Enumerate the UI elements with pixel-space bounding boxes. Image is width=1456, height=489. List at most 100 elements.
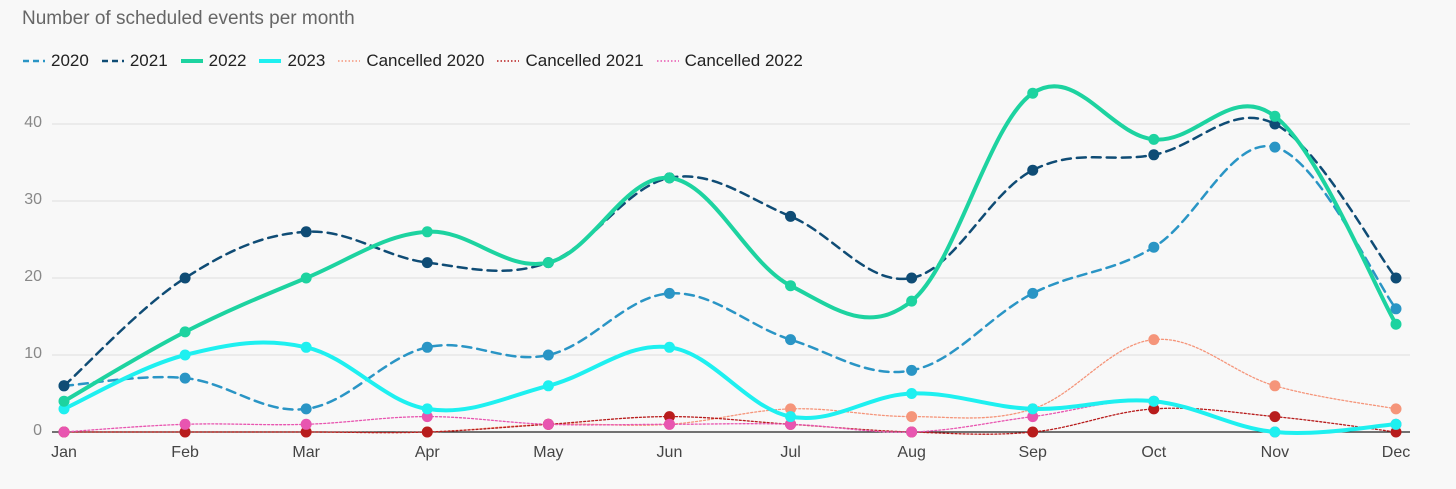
y-tick-label-40: 40 xyxy=(24,114,42,131)
x-tick-label-dec: Dec xyxy=(1382,444,1410,461)
legend-swatch-2020 xyxy=(23,59,45,63)
data-point-cancelled-2022-apr xyxy=(421,411,433,423)
x-tick-label-nov: Nov xyxy=(1261,444,1289,461)
x-tick-label-aug: Aug xyxy=(897,444,925,461)
legend-swatch-cancelled-2021 xyxy=(497,60,520,62)
data-point-2023-oct xyxy=(1148,395,1160,407)
data-point-cancelled-2022-aug xyxy=(906,426,918,438)
data-point-2022-jul xyxy=(785,280,797,292)
legend-item-2021[interactable]: 2021 xyxy=(101,51,168,71)
legend-item-2023[interactable]: 2023 xyxy=(258,51,325,71)
legend-swatch-2023 xyxy=(259,59,282,63)
data-point-2021-mar xyxy=(300,226,312,238)
data-point-2023-jun xyxy=(663,341,675,353)
data-point-cancelled-2022-jun xyxy=(663,418,675,430)
legend-swatch-cancelled-2020 xyxy=(338,60,361,62)
legend-label-cancelled-2020: Cancelled 2020 xyxy=(366,51,485,70)
data-point-2021-aug xyxy=(906,272,918,284)
legend-item-2022[interactable]: 2022 xyxy=(180,51,247,71)
legend-item-cancelled-2022[interactable]: Cancelled 2022 xyxy=(656,51,803,71)
x-tick-label-jan: Jan xyxy=(51,444,77,461)
data-point-cancelled-2021-dec xyxy=(1390,426,1402,438)
data-point-2020-aug xyxy=(906,364,918,376)
series-line-2023 xyxy=(62,340,1398,435)
x-tick-label-feb: Feb xyxy=(171,444,199,461)
data-point-2022-jan xyxy=(58,395,70,407)
data-point-cancelled-2021-feb xyxy=(179,426,191,438)
data-point-2020-jun xyxy=(663,287,675,299)
series-line-2021 xyxy=(62,116,1398,388)
y-tick-label-10: 10 xyxy=(24,345,42,362)
data-point-2021-sep xyxy=(1027,164,1039,176)
data-point-2021-jan xyxy=(58,380,70,392)
data-point-2020-jul xyxy=(785,334,797,346)
data-point-2020-may xyxy=(542,349,554,361)
data-point-cancelled-2020-oct xyxy=(1148,334,1160,346)
series-line-cancelled-2020 xyxy=(63,338,1397,434)
data-point-2022-dec xyxy=(1390,318,1402,330)
data-point-cancelled-2022-jan xyxy=(58,426,70,438)
data-point-cancelled-2020-jul xyxy=(785,403,797,415)
data-point-2020-nov xyxy=(1269,141,1281,153)
data-point-2021-dec xyxy=(1390,272,1402,284)
chart-title: Number of scheduled events per month xyxy=(22,8,355,29)
y-tick-label-30: 30 xyxy=(24,191,42,208)
data-point-2020-mar xyxy=(300,403,312,415)
data-point-2023-may xyxy=(542,380,554,392)
data-point-cancelled-2020-aug xyxy=(906,411,918,423)
data-point-2021-jul xyxy=(785,210,797,222)
data-point-2023-mar xyxy=(300,341,312,353)
data-point-2022-oct xyxy=(1148,133,1160,145)
legend-swatch-2022 xyxy=(180,59,203,63)
legend-item-cancelled-2020[interactable]: Cancelled 2020 xyxy=(337,51,484,71)
legend-label-2022: 2022 xyxy=(208,51,247,70)
data-point-cancelled-2020-nov xyxy=(1269,380,1281,392)
x-tick-label-oct: Oct xyxy=(1141,444,1166,461)
data-point-2020-sep xyxy=(1027,287,1039,299)
legend-swatch-cancelled-2022 xyxy=(656,60,679,62)
legend-label-2020: 2020 xyxy=(51,51,89,70)
data-point-cancelled-2021-mar xyxy=(300,426,312,438)
data-point-2021-apr xyxy=(421,257,433,269)
y-tick-label-20: 20 xyxy=(24,268,42,285)
legend-label-cancelled-2021: Cancelled 2021 xyxy=(525,51,644,70)
data-point-2020-apr xyxy=(421,341,433,353)
y-tick-label-0: 0 xyxy=(33,422,42,439)
data-point-2022-mar xyxy=(300,272,312,284)
data-point-2023-dec xyxy=(1390,418,1402,430)
data-point-2022-feb xyxy=(179,326,191,338)
x-tick-label-mar: Mar xyxy=(292,444,320,461)
data-point-cancelled-2022-mar xyxy=(300,418,312,430)
data-point-2023-apr xyxy=(421,403,433,415)
data-point-2020-feb xyxy=(179,372,191,384)
data-point-2021-oct xyxy=(1148,149,1160,161)
data-point-2021-nov xyxy=(1269,118,1281,130)
data-point-2023-aug xyxy=(906,388,918,399)
legend-item-2020[interactable]: 2020 xyxy=(22,51,89,71)
series-line-cancelled-2022 xyxy=(63,400,1397,434)
data-point-2021-feb xyxy=(179,272,191,284)
data-point-cancelled-2022-sep xyxy=(1027,411,1039,423)
data-point-2022-jun xyxy=(663,172,675,184)
legend: 2020 2021 2022 2023 Cancelled 2020 Cance… xyxy=(22,50,815,72)
legend-item-cancelled-2021[interactable]: Cancelled 2021 xyxy=(496,51,644,71)
data-point-2023-jan xyxy=(58,403,70,415)
data-point-cancelled-2021-apr xyxy=(421,426,433,438)
data-point-cancelled-2022-may xyxy=(542,418,554,430)
x-tick-label-jul: Jul xyxy=(780,444,800,461)
legend-label-2023: 2023 xyxy=(287,51,326,70)
data-point-2022-apr xyxy=(421,226,433,238)
data-point-cancelled-2022-jul xyxy=(785,418,797,430)
x-tick-label-sep: Sep xyxy=(1018,444,1047,461)
data-point-2020-oct xyxy=(1148,241,1160,253)
legend-label-cancelled-2022: Cancelled 2022 xyxy=(684,51,803,70)
x-tick-label-apr: Apr xyxy=(415,444,441,461)
legend-swatch-2021 xyxy=(101,59,124,63)
data-point-2022-aug xyxy=(906,295,918,307)
data-point-cancelled-2022-feb xyxy=(179,418,191,430)
data-point-cancelled-2021-sep xyxy=(1027,426,1039,438)
data-point-2023-feb xyxy=(179,349,191,361)
data-point-cancelled-2020-dec xyxy=(1390,403,1402,415)
series-line-2022 xyxy=(62,84,1398,404)
